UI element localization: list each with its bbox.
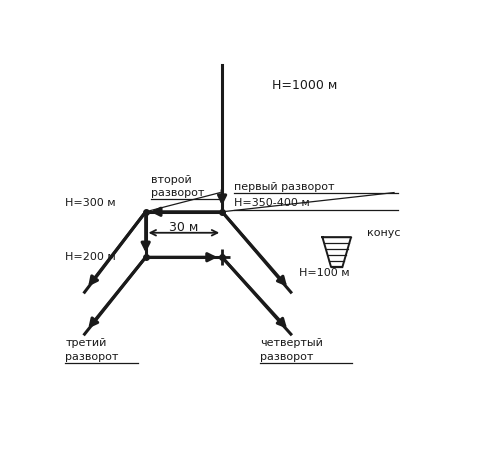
Text: 30 м: 30 м — [169, 221, 199, 234]
Text: H=200 м: H=200 м — [66, 252, 116, 262]
Text: разворот: разворот — [151, 188, 205, 197]
Text: H=300 м: H=300 м — [66, 198, 116, 208]
Text: H=1000 м: H=1000 м — [272, 79, 337, 93]
Text: H=350-400 м: H=350-400 м — [234, 198, 309, 208]
Text: второй: второй — [151, 175, 192, 185]
Text: H=100 м: H=100 м — [298, 268, 349, 278]
Text: разворот: разворот — [260, 352, 314, 362]
Text: разворот: разворот — [66, 352, 119, 362]
Text: конус: конус — [367, 228, 401, 238]
Text: четвертый: четвертый — [260, 338, 323, 348]
Text: первый разворот: первый разворот — [234, 183, 334, 192]
Text: третий: третий — [66, 338, 107, 348]
